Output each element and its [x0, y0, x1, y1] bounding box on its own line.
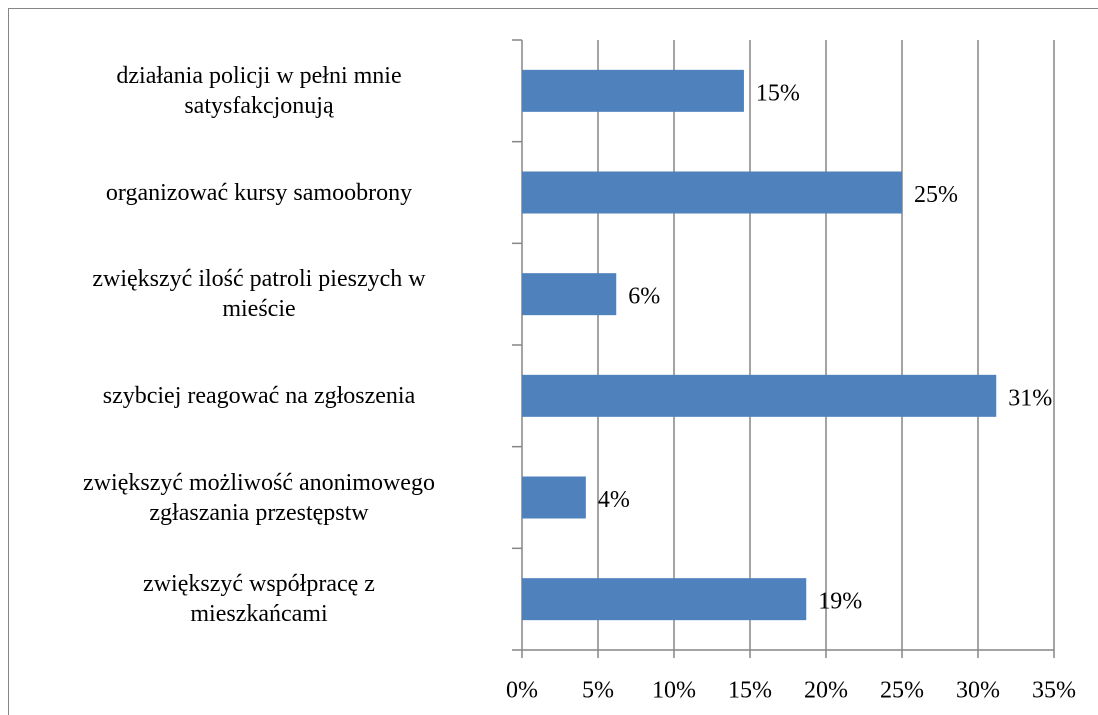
y-tick-label: organizować kursy samoobrony [105, 179, 413, 206]
y-tick-label: zwiększyć możliwość anonimowego zgłaszan… [83, 469, 435, 526]
y-tick-label: zwiększyć współpracę z mieszkańcami [143, 571, 375, 628]
x-tick-label: 25% [880, 678, 924, 704]
data-label: 25% [914, 182, 958, 208]
x-tick-label: 10% [652, 678, 696, 704]
x-tick-label: 35% [1032, 678, 1076, 704]
x-tick-label: 20% [804, 678, 848, 704]
data-label: 19% [818, 589, 862, 615]
bar [522, 273, 617, 316]
x-tick-label: 0% [506, 678, 538, 704]
x-tick-label: 15% [728, 678, 772, 704]
y-tick-label: szybciej reagować na zgłoszenia [102, 382, 416, 409]
data-label: 31% [1008, 385, 1052, 411]
y-tick-label: działania policji w pełni mnie satysfakc… [116, 62, 402, 119]
bar [522, 69, 744, 112]
bar [522, 578, 807, 621]
frame [8, 8, 1098, 715]
bar [522, 476, 586, 519]
bar [522, 374, 997, 417]
data-label: 15% [756, 80, 800, 106]
y-tick-label: zwiększyć ilość patroli pieszych w mieśc… [92, 266, 426, 323]
data-label: 4% [598, 487, 630, 513]
x-tick-label: 5% [582, 678, 614, 704]
x-tick-label: 30% [956, 678, 1000, 704]
data-label: 6% [628, 284, 660, 310]
bar [522, 171, 902, 214]
